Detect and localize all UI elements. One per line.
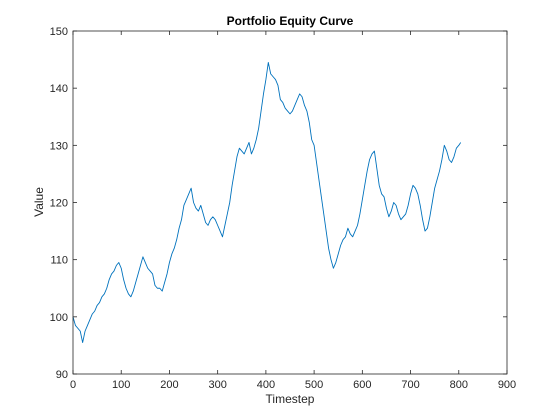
series-line [72, 61, 462, 344]
x-tick-label: 500 [305, 379, 323, 391]
y-tick-label: 100 [50, 312, 68, 324]
y-axis-label: Value [32, 187, 46, 217]
x-tick-label: 300 [208, 379, 226, 391]
plot-area [73, 31, 507, 374]
x-tick-label: 700 [401, 379, 419, 391]
y-tick-label: 140 [50, 83, 68, 95]
x-tick-label: 600 [353, 379, 371, 391]
x-tick-label: 400 [257, 379, 275, 391]
y-tick-label: 150 [50, 26, 68, 38]
axes-box [72, 30, 508, 375]
y-tick-label: 110 [50, 255, 68, 267]
x-tick-label: 900 [498, 379, 516, 391]
chart-title: Portfolio Equity Curve [227, 14, 354, 28]
x-tick-label: 0 [70, 379, 76, 391]
x-tick-label: 200 [160, 379, 178, 391]
y-tick-label: 120 [50, 198, 68, 210]
x-tick-label: 100 [112, 379, 130, 391]
y-tick-label: 90 [56, 369, 68, 381]
x-tick-label: 800 [450, 379, 468, 391]
x-ticks: 0 100 200 300 400 500 600 700 800 900 [70, 31, 516, 391]
x-axis-label: Timestep [266, 392, 315, 406]
y-tick-label: 130 [50, 140, 68, 152]
